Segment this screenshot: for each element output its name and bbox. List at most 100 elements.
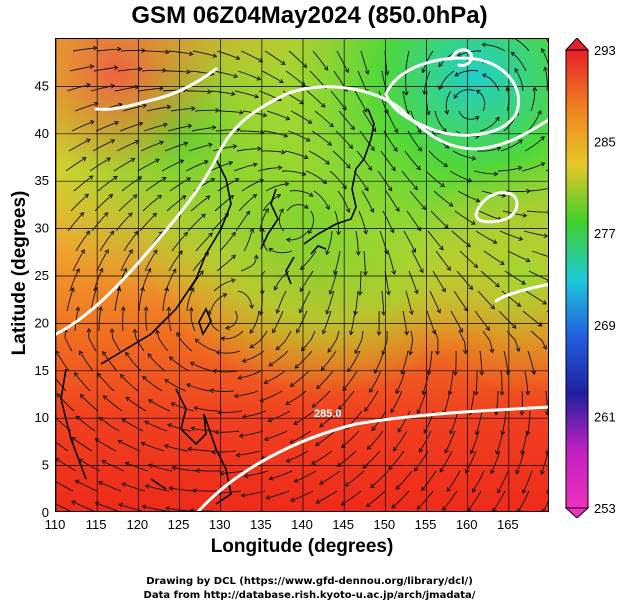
streamline [434,110,447,133]
streamline [500,139,523,152]
streamline-arrowhead [110,139,116,144]
streamline-arrowhead [436,308,441,314]
streamline-arrowhead [490,469,495,475]
streamline-arrowhead [337,405,343,410]
streamline-arrowhead [439,467,445,473]
streamline [341,430,360,448]
streamline-arrowhead [525,257,531,263]
streamline-arrowhead [93,101,99,107]
streamline-arrowhead [370,483,375,489]
streamline [213,279,236,292]
streamline [144,421,168,432]
streamline [338,390,355,410]
x-tick-label: 130 [209,517,231,532]
streamline [359,130,375,151]
streamline-arrowhead [229,195,235,200]
streamline [482,330,493,353]
streamline [354,90,368,113]
streamline [234,90,259,98]
streamline-arrowhead [485,326,490,331]
streamline [546,447,548,455]
streamline-arrowhead [474,116,480,121]
streamline-arrowhead [386,290,391,296]
streamline [96,249,109,272]
streamline-arrowhead [300,81,306,87]
streamline [121,418,144,432]
streamline [238,194,257,212]
streamline-arrowhead [238,433,244,439]
streamline-arrowhead [164,286,169,292]
streamline-arrowhead [393,128,399,134]
streamline-arrowhead [422,90,427,96]
streamline-arrowhead [122,267,128,273]
streamline [361,190,374,213]
streamline-arrowhead [188,51,194,57]
streamline [526,210,548,213]
streamline-arrowhead [191,106,196,111]
streamline-arrowhead [195,468,200,473]
streamline [405,70,408,95]
streamline-arrowhead [89,64,95,70]
x-tick-label: 150 [373,517,395,532]
map-grid [56,39,548,511]
streamline-arrowhead [188,306,194,312]
streamline-arrowhead [170,402,176,407]
streamline-arrowhead [416,505,422,510]
y-tick-label: 0 [42,505,49,520]
streamline [538,511,549,512]
streamline-arrowhead [263,379,269,385]
streamline [115,212,133,232]
streamline [477,510,478,511]
streamline-arrowhead [499,260,505,265]
streamline-arrowhead [84,193,89,199]
streamline-arrowhead [137,176,143,181]
streamline-arrowhead [472,488,477,493]
streamline-arrowhead [125,351,130,357]
streamline [216,350,241,354]
streamline [326,290,335,314]
streamline-arrowhead [186,69,191,75]
streamline-arrowhead [541,47,546,53]
streamline-arrowhead [285,458,291,463]
streamline-arrowhead [273,285,279,291]
streamline-arrowhead [276,194,282,199]
streamline [195,469,221,472]
streamline-arrowhead [492,507,497,511]
streamline [249,310,260,334]
y-tick-label: 5 [42,458,49,473]
streamline [102,351,118,372]
streamline-arrowhead [344,68,349,73]
streamline-arrowhead [301,346,306,352]
streamline-arrowhead [453,94,459,99]
streamline-arrowhead [74,479,80,485]
streamline [164,142,188,152]
streamline [386,110,398,133]
contour-label: 285.0 [314,408,342,420]
streamline-arrowhead [94,438,100,443]
streamline-arrowhead [511,324,517,329]
streamline-arrowhead [521,489,527,494]
streamline-arrowhead [505,370,511,376]
streamline [531,250,548,257]
streamline-arrowhead [190,287,195,293]
streamline [381,290,385,315]
y-tick-label: 45 [35,78,49,93]
streamline [426,310,436,334]
colorbar-labels: 293 285 277 269 261 253 [594,43,616,516]
streamline [403,230,416,253]
streamline-arrowhead [404,330,410,336]
streamline-arrowhead [444,144,450,149]
streamline [259,208,269,232]
streamline-arrowhead [467,507,472,511]
streamline [395,370,406,394]
streamline [120,249,133,272]
streamline [102,460,125,472]
streamline [329,270,338,295]
streamline [188,448,213,452]
streamline-arrowhead [289,439,295,444]
streamline-arrowhead [497,488,502,494]
streamline [429,290,441,313]
streamline [195,338,217,352]
streamline-arrowhead [252,194,258,199]
streamline [249,330,268,348]
